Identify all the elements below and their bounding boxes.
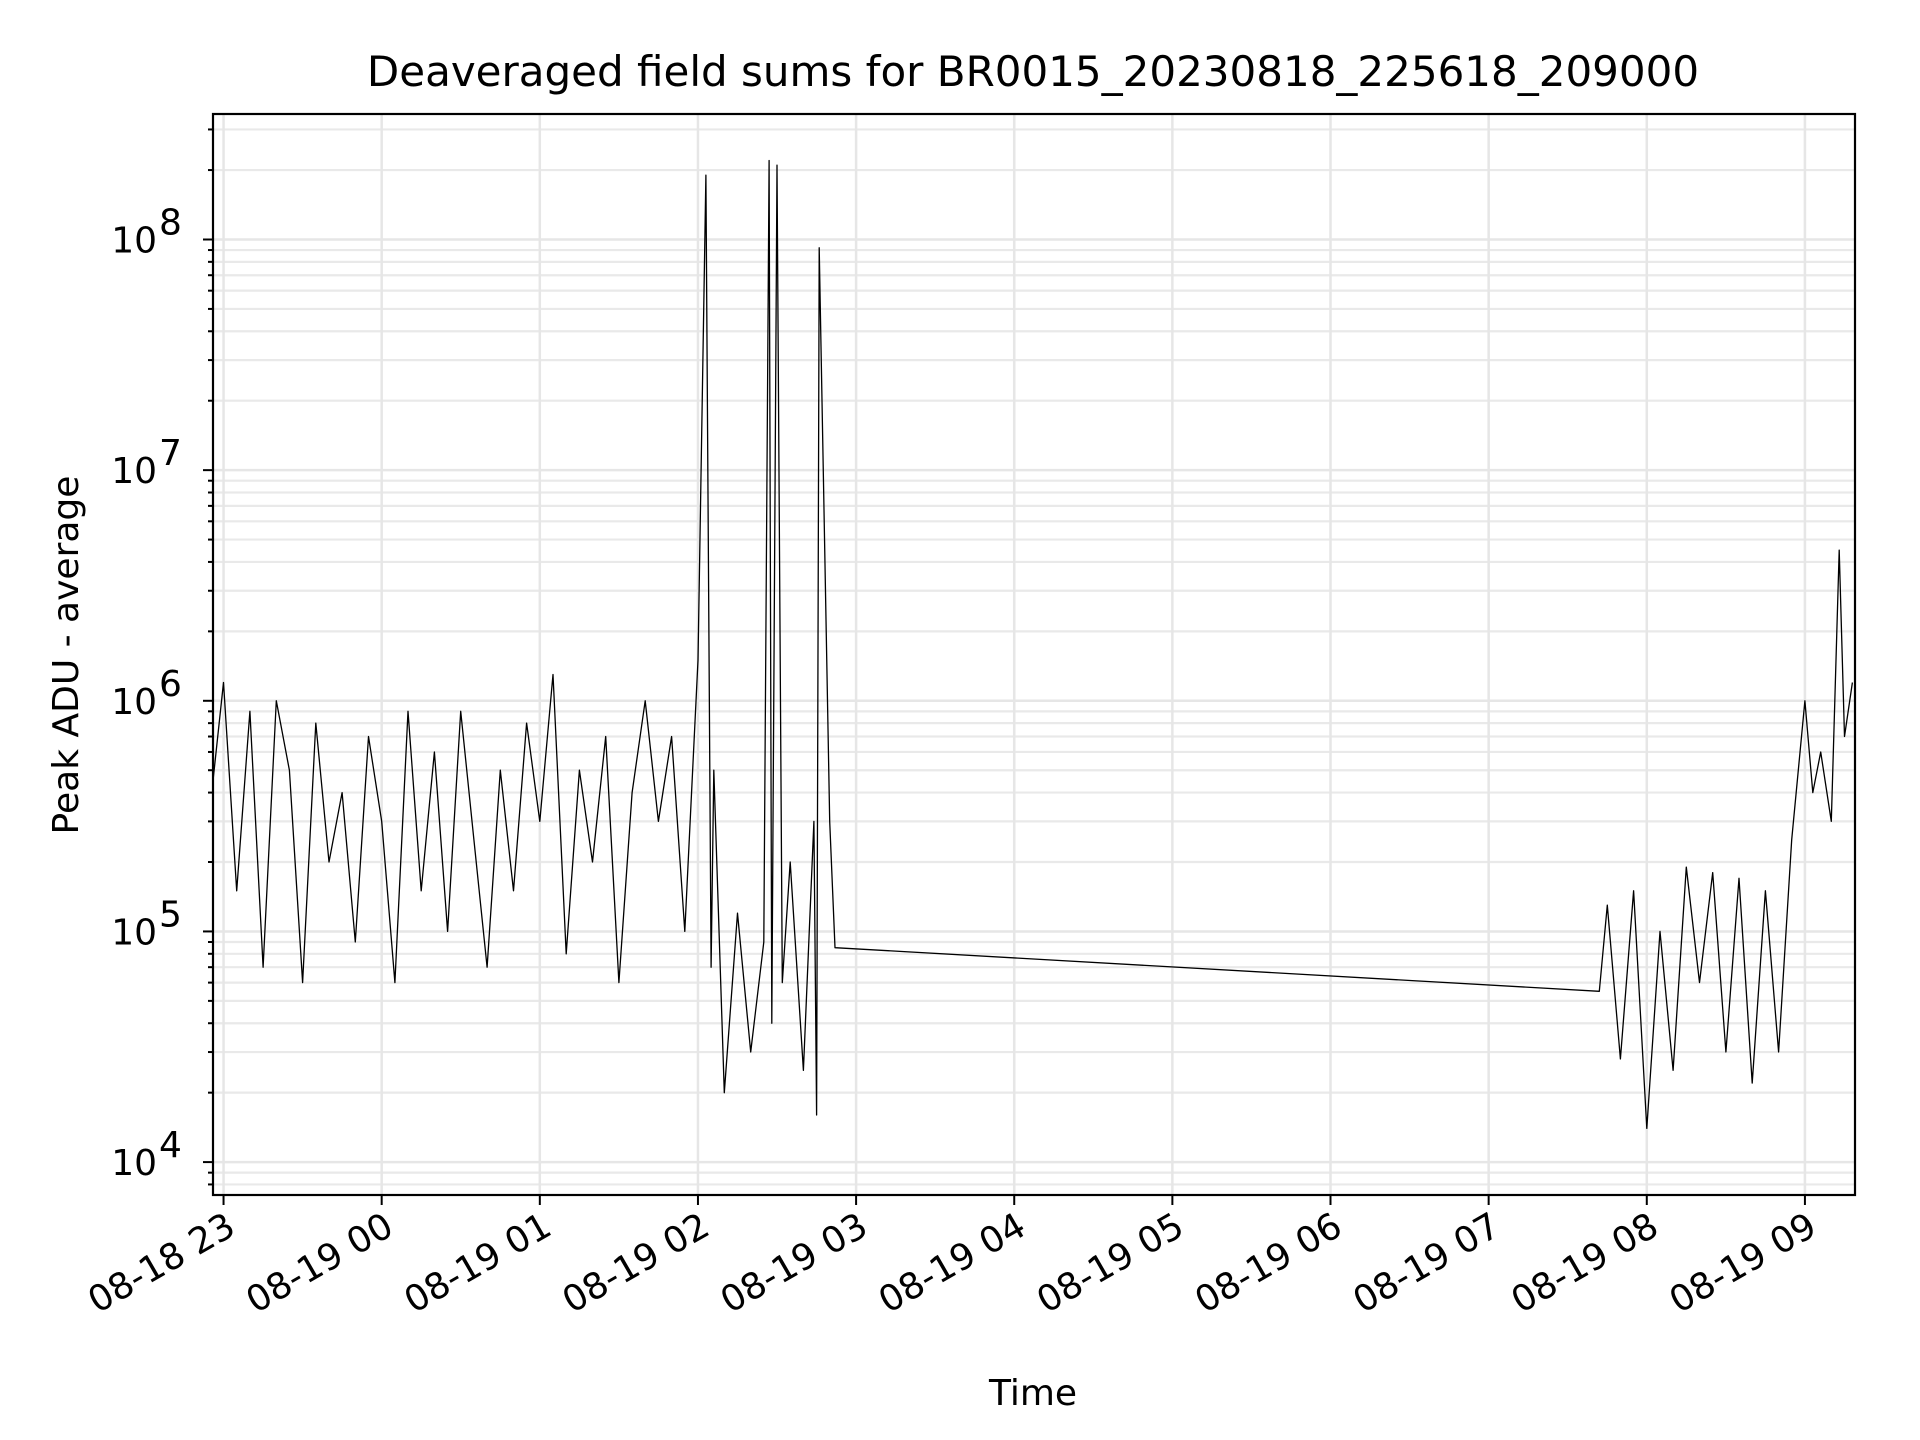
y-tick-exponent: 5 <box>159 894 182 935</box>
y-tick-label: 10 <box>111 912 157 953</box>
series-group <box>212 159 1854 1130</box>
x-tick-label: 08-19 07 <box>1346 1205 1507 1321</box>
y-tick-label: 10 <box>111 220 157 261</box>
series-line <box>212 159 1854 1130</box>
x-axis-label: Time <box>988 1373 1077 1414</box>
x-tick-label: 08-19 05 <box>1030 1205 1191 1321</box>
x-tick-label: 08-19 02 <box>556 1205 717 1321</box>
x-tick-label: 08-19 06 <box>1188 1205 1349 1321</box>
plot-frame <box>211 112 1857 1197</box>
y-tick-exponent: 4 <box>159 1125 182 1166</box>
y-tick-exponent: 7 <box>159 433 182 474</box>
x-tick-label: 08-19 09 <box>1663 1205 1824 1321</box>
x-tick-label: 08-18 23 <box>81 1205 242 1321</box>
y-tick-exponent: 6 <box>159 664 182 705</box>
x-tick-label: 08-19 04 <box>872 1205 1033 1321</box>
y-tick-label: 10 <box>111 451 157 492</box>
ticks <box>203 128 1806 1205</box>
y-tick-label: 10 <box>111 682 157 723</box>
x-tick-label: 08-19 00 <box>240 1205 401 1321</box>
x-tick-label: 08-19 08 <box>1505 1205 1666 1321</box>
x-tick-label: 08-19 03 <box>714 1205 875 1321</box>
y-tick-exponent: 8 <box>159 202 182 243</box>
chart-title: Deaveraged field sums for BR0015_2023081… <box>367 47 1699 96</box>
grid <box>213 114 1855 1195</box>
x-tick-label: 08-19 01 <box>398 1205 559 1321</box>
y-axis-label: Peak ADU - average <box>46 476 87 835</box>
y-tick-label: 10 <box>111 1143 157 1184</box>
